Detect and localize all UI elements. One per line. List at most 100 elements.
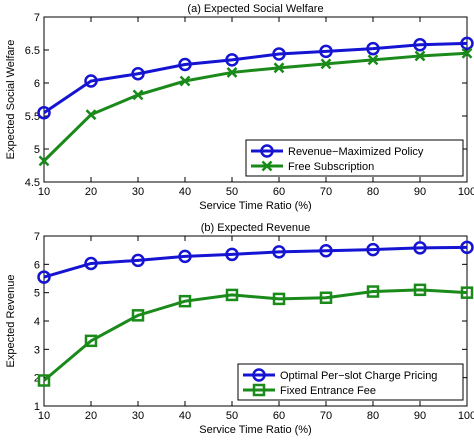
x-tick-label: 70 <box>320 186 332 198</box>
chart-title: (a) Expected Social Welfare <box>187 3 323 15</box>
x-tick-label: 70 <box>320 410 332 422</box>
y-tick-label: 5.5 <box>25 111 40 123</box>
data-point <box>366 285 380 298</box>
series-line <box>42 51 468 162</box>
x-tick-label: 80 <box>367 410 379 422</box>
legend-swatch-marker <box>252 368 266 382</box>
series-1 <box>37 283 474 387</box>
y-tick-label: 5 <box>34 144 40 156</box>
data-point <box>319 243 333 258</box>
panel-b: (b) Expected Revenue 10 20 30 40 50 60 70 80 90 10… <box>5 222 474 436</box>
data-point <box>225 288 239 302</box>
data-point <box>366 242 380 257</box>
data-point <box>319 291 333 305</box>
data-point <box>38 155 50 167</box>
data-point <box>320 58 332 70</box>
series-0 <box>37 36 474 120</box>
series-1 <box>38 47 473 167</box>
y-tick-label: 6 <box>34 259 40 271</box>
x-tick-label: 20 <box>85 410 97 422</box>
data-point <box>272 292 286 306</box>
data-point <box>413 241 427 255</box>
data-point <box>178 294 192 308</box>
data-point <box>460 36 474 51</box>
x-tick-label: 100 <box>458 410 474 422</box>
legend-entry: Revenue−Maximized Policy <box>288 146 424 158</box>
legend-box <box>237 363 464 401</box>
x-tick-label: 90 <box>414 186 426 198</box>
data-point <box>367 54 379 66</box>
x-tick-label: 50 <box>226 186 238 198</box>
x-tick-label: 60 <box>273 186 285 198</box>
data-point <box>272 245 286 259</box>
data-point <box>84 74 98 88</box>
y-tick-label: 4.5 <box>25 177 40 189</box>
x-tick-label: 10 <box>38 410 50 422</box>
data-point <box>131 253 145 268</box>
x-tick-label: 30 <box>132 410 144 422</box>
data-point <box>414 50 426 62</box>
y-tick-label: 7 <box>34 231 40 243</box>
y-axis-label: Expected Social Welfare <box>5 40 17 160</box>
data-point <box>131 309 145 322</box>
data-point <box>37 105 51 120</box>
panel-a: (a) Expected Social Welfare 10 20 30 40 50 60 7… <box>5 3 474 212</box>
data-point <box>461 47 473 59</box>
x-tick-label: 100 <box>458 186 474 198</box>
data-point <box>366 41 380 56</box>
legend-swatch-marker <box>260 144 274 158</box>
y-tick-label: 6.5 <box>25 45 40 57</box>
data-point <box>37 270 51 284</box>
x-tick-label: 20 <box>85 186 97 198</box>
data-point <box>273 62 285 74</box>
y-tick-label: 1 <box>34 401 40 413</box>
x-tick-label: 10 <box>38 186 50 198</box>
x-axis-label: Service Time Ratio (%) <box>199 424 311 436</box>
y-tick-label: 7 <box>34 12 40 24</box>
y-tick-label: 6 <box>34 78 40 90</box>
x-axis-label: Service Time Ratio (%) <box>199 200 311 212</box>
legend-entry: Fixed Entrance Fee <box>280 385 376 397</box>
data-point <box>272 47 286 61</box>
data-point <box>84 334 98 348</box>
data-point <box>178 57 192 72</box>
y-tick-label: 2 <box>34 373 40 385</box>
chart-title: (b) Expected Revenue <box>201 222 310 234</box>
y-axis-label: Expected Revenue <box>5 275 17 368</box>
legend: Revenue−Maximized Policy Free Subscriptio… <box>245 139 464 177</box>
y-tick-label: 3 <box>34 344 40 356</box>
x-tick-label: 30 <box>132 186 144 198</box>
data-point <box>179 75 191 87</box>
series-line <box>43 288 468 382</box>
data-point <box>460 286 474 299</box>
data-point <box>85 109 97 121</box>
series-line <box>43 41 468 114</box>
legend-box <box>245 139 464 177</box>
data-point <box>37 374 51 387</box>
data-point <box>413 283 427 297</box>
x-tick-label: 80 <box>367 186 379 198</box>
x-tick-label: 40 <box>179 186 191 198</box>
data-point <box>225 53 239 67</box>
legend-swatch-marker <box>252 383 266 397</box>
series-line <box>43 245 468 279</box>
data-point <box>132 89 144 101</box>
data-point <box>226 67 238 78</box>
data-point <box>84 256 98 271</box>
x-tick-label: 90 <box>414 410 426 422</box>
data-point <box>225 247 239 262</box>
legend-swatch-marker <box>261 160 273 172</box>
legend-entry: Optimal Per−slot Charge Pricing <box>280 370 437 382</box>
data-point <box>413 37 427 52</box>
data-point <box>178 249 192 264</box>
x-tick-label: 60 <box>273 410 285 422</box>
data-point <box>460 240 474 255</box>
x-tick-label: 40 <box>179 410 191 422</box>
legend: Optimal Per−slot Charge Pricing Fixed Ent… <box>237 363 464 401</box>
plot-frame <box>43 16 468 183</box>
y-tick-label: 5 <box>34 288 40 300</box>
y-tick-label: 4 <box>34 316 40 328</box>
legend-entry: Free Subscription <box>288 161 374 173</box>
series-0 <box>37 240 474 284</box>
